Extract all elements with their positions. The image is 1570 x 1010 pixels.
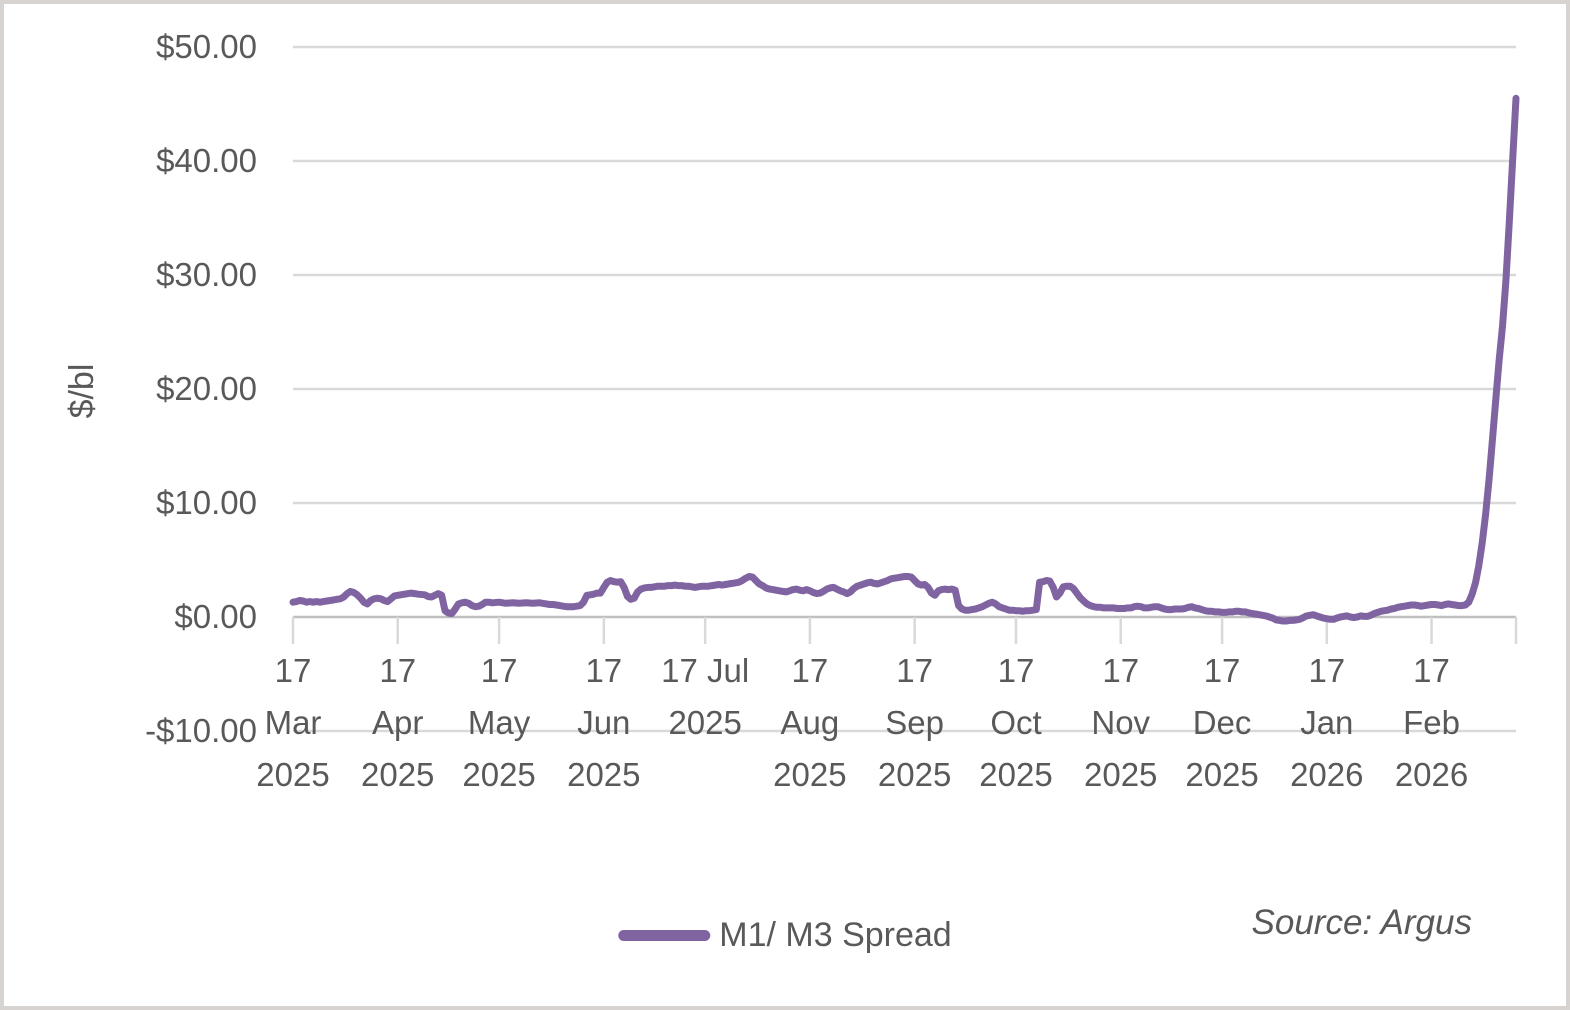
y-tick-label: -$10.00 <box>145 712 257 749</box>
x-tick-label: 17 Aug 2025 <box>773 652 847 793</box>
legend-line-swatch <box>618 930 711 941</box>
source-note: Source: Argus <box>1251 903 1472 942</box>
legend-series-label: M1/ M3 Spread <box>719 916 952 954</box>
y-tick-label: $40.00 <box>156 142 257 179</box>
y-tick-label: $10.00 <box>156 484 257 521</box>
x-tick-label: 17 Mar 2025 <box>256 652 330 793</box>
y-tick-label: $50.00 <box>156 28 257 65</box>
x-tick-label: 17 Jun 2025 <box>567 652 641 793</box>
series-line <box>289 94 1520 625</box>
y-tick-label: $20.00 <box>156 370 257 407</box>
y-tick-label: $0.00 <box>174 598 257 635</box>
x-tick-label: 17 Jan 2026 <box>1290 652 1364 793</box>
x-tick-label: 17 Oct 2025 <box>979 652 1053 793</box>
x-tick-label: 17 Dec 2025 <box>1185 652 1259 793</box>
x-tick-label: 17 Apr 2025 <box>361 652 435 793</box>
y-tick-label: $30.00 <box>156 256 257 293</box>
x-tick-label: 17 May 2025 <box>462 652 536 793</box>
x-tick-label: 17 Jul 2025 <box>661 652 750 741</box>
x-tick-label: 17 Nov 2025 <box>1084 652 1158 793</box>
x-tick-label: 17 Sep 2025 <box>877 652 952 793</box>
legend: M1/ M3 Spread <box>618 916 952 955</box>
x-tick-label: 17 Feb 2026 <box>1394 652 1469 793</box>
